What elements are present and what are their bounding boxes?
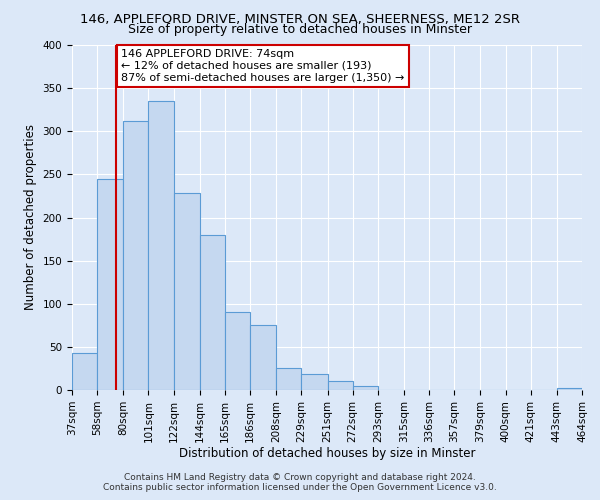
- Text: 146, APPLEFORD DRIVE, MINSTER ON SEA, SHEERNESS, ME12 2SR: 146, APPLEFORD DRIVE, MINSTER ON SEA, SH…: [80, 12, 520, 26]
- Y-axis label: Number of detached properties: Number of detached properties: [24, 124, 37, 310]
- Bar: [124, 121, 148, 390]
- Bar: [97, 178, 124, 390]
- Bar: [276, 368, 301, 390]
- Bar: [200, 235, 225, 390]
- Bar: [173, 194, 200, 390]
- Bar: [225, 312, 250, 390]
- Text: Contains HM Land Registry data © Crown copyright and database right 2024.
Contai: Contains HM Land Registry data © Crown c…: [103, 473, 497, 492]
- Bar: [72, 353, 97, 390]
- Bar: [328, 382, 353, 390]
- Text: Size of property relative to detached houses in Minster: Size of property relative to detached ho…: [128, 22, 472, 36]
- Bar: [301, 374, 328, 390]
- Bar: [353, 386, 378, 390]
- Bar: [250, 326, 276, 390]
- X-axis label: Distribution of detached houses by size in Minster: Distribution of detached houses by size …: [179, 448, 475, 460]
- Bar: [557, 388, 582, 390]
- Text: 146 APPLEFORD DRIVE: 74sqm
← 12% of detached houses are smaller (193)
87% of sem: 146 APPLEFORD DRIVE: 74sqm ← 12% of deta…: [121, 50, 404, 82]
- Bar: [148, 101, 173, 390]
